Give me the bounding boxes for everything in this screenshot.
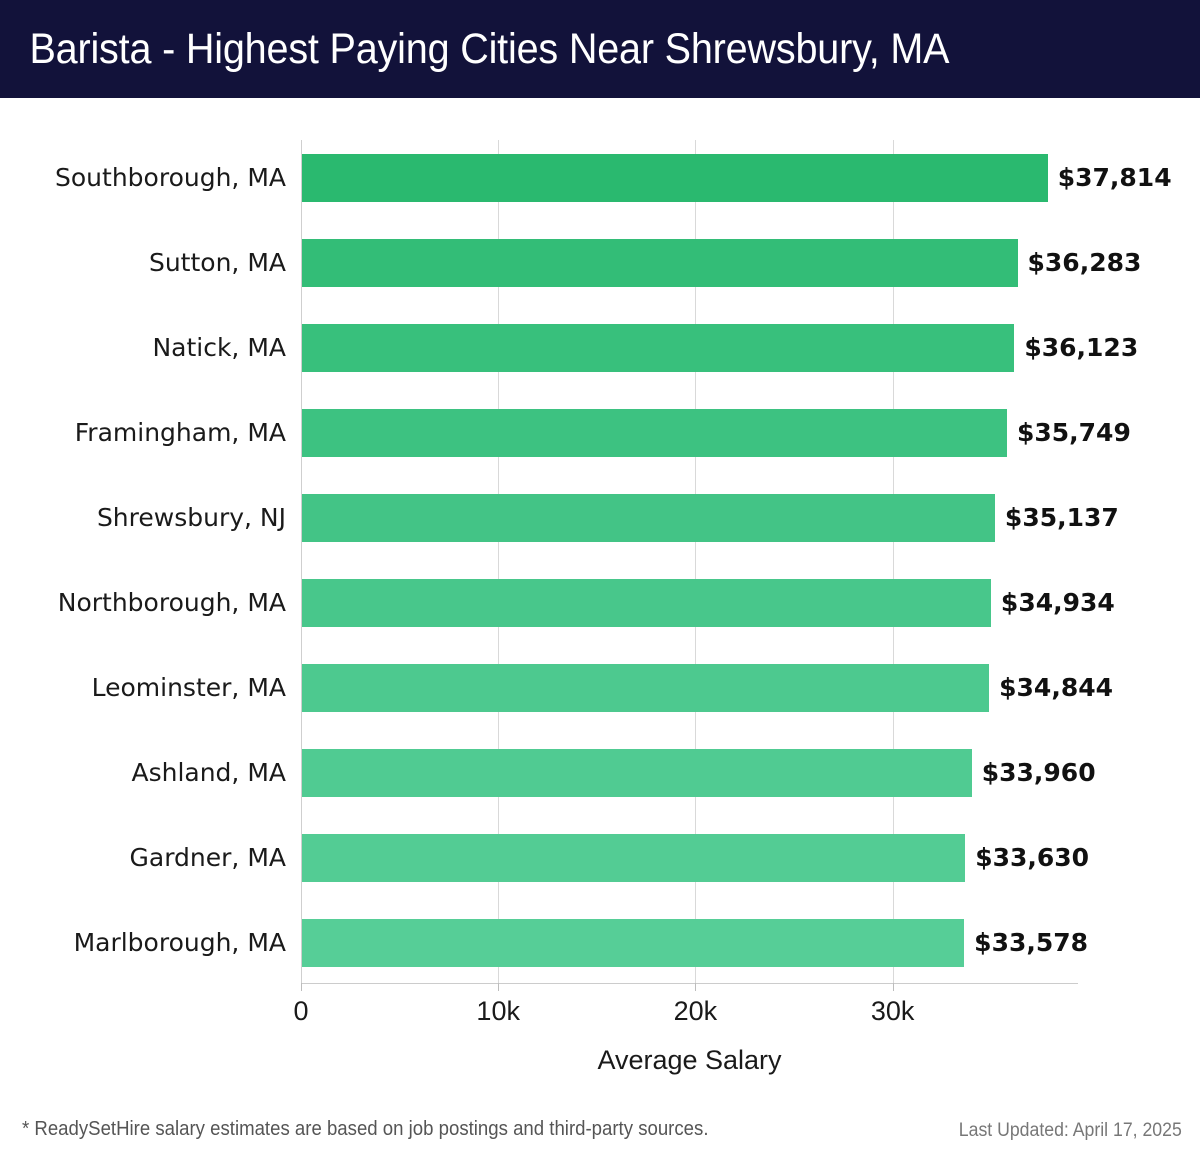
bar[interactable] xyxy=(302,324,1015,372)
bar-row[interactable]: Framingham, MA $35,749 xyxy=(0,409,1200,457)
bar[interactable] xyxy=(302,409,1007,457)
bar-value-label: $36,283 xyxy=(1027,248,1142,277)
bar-value-label: $33,578 xyxy=(974,928,1089,957)
bar[interactable] xyxy=(302,919,965,967)
category-label: Gardner, MA xyxy=(129,843,286,872)
bar-row[interactable]: Marlborough, MA $33,578 xyxy=(0,919,1200,967)
bar[interactable] xyxy=(302,239,1018,287)
bar-value-label: $36,123 xyxy=(1024,333,1139,362)
x-axis-title: Average Salary xyxy=(597,1045,782,1075)
bar[interactable] xyxy=(302,664,990,712)
footer-disclaimer: * ReadySetHire salary estimates are base… xyxy=(22,1118,709,1140)
footer-last-updated: Last Updated: April 17, 2025 xyxy=(958,1120,1182,1141)
bar[interactable] xyxy=(302,154,1048,202)
plot-area xyxy=(301,140,1078,983)
chart-footer: * ReadySetHire salary estimates are base… xyxy=(0,1108,1200,1158)
chart-header-banner: Barista - Highest Paying Cities Near Shr… xyxy=(0,0,1200,98)
x-tick-label: 20k xyxy=(673,996,718,1026)
category-label: Framingham, MA xyxy=(74,418,286,447)
x-tick-label: 0 xyxy=(293,996,309,1026)
x-tick-mark xyxy=(892,983,894,991)
category-label: Sutton, MA xyxy=(148,248,286,277)
y-axis-spine xyxy=(301,140,302,984)
bar-row[interactable]: Shrewsbury, NJ $35,137 xyxy=(0,494,1200,542)
x-tick-mark xyxy=(498,983,500,991)
bar-row[interactable]: Southborough, MA $37,814 xyxy=(0,154,1200,202)
x-tick-mark xyxy=(301,983,302,991)
category-label: Leominster, MA xyxy=(91,673,286,702)
x-tick-label: 30k xyxy=(870,996,915,1026)
bar-row[interactable]: Northborough, MA $34,934 xyxy=(0,579,1200,627)
bar-value-label: $35,137 xyxy=(1004,503,1119,532)
category-label: Ashland, MA xyxy=(131,758,286,787)
category-label: Marlborough, MA xyxy=(73,928,286,957)
bar-row[interactable]: Ashland, MA $33,960 xyxy=(0,749,1200,797)
bar-row[interactable]: Natick, MA $36,123 xyxy=(0,324,1200,372)
gridline xyxy=(695,140,697,983)
bar-chart: 0 10k 20k 30k Southborough, MA $37,814 Sutton… xyxy=(0,98,1200,1098)
x-tick-mark xyxy=(695,983,697,991)
page-title: Barista - Highest Paying Cities Near Shr… xyxy=(29,24,950,73)
bar-value-label: $34,844 xyxy=(999,673,1114,702)
category-label: Shrewsbury, NJ xyxy=(96,503,286,532)
bar-row[interactable]: Gardner, MA $33,630 xyxy=(0,834,1200,882)
bar-row[interactable]: Sutton, MA $36,283 xyxy=(0,239,1200,287)
bar[interactable] xyxy=(302,834,966,882)
gridline xyxy=(498,140,500,983)
bar[interactable] xyxy=(302,749,972,797)
category-label: Natick, MA xyxy=(152,333,286,362)
category-label: Southborough, MA xyxy=(55,163,286,192)
gridline xyxy=(892,140,894,983)
x-axis-spine xyxy=(301,983,1078,984)
x-tick-label: 10k xyxy=(476,996,520,1026)
bar-row[interactable]: Leominster, MA $34,844 xyxy=(0,664,1200,712)
category-label: Northborough, MA xyxy=(57,588,286,617)
bar-value-label: $33,630 xyxy=(975,843,1090,872)
bar[interactable] xyxy=(302,579,991,627)
bar[interactable] xyxy=(302,494,995,542)
bar-value-label: $34,934 xyxy=(1000,588,1115,617)
bar-value-label: $33,960 xyxy=(981,758,1096,787)
bar-value-label: $37,814 xyxy=(1057,163,1172,192)
bar-value-label: $35,749 xyxy=(1016,418,1131,447)
